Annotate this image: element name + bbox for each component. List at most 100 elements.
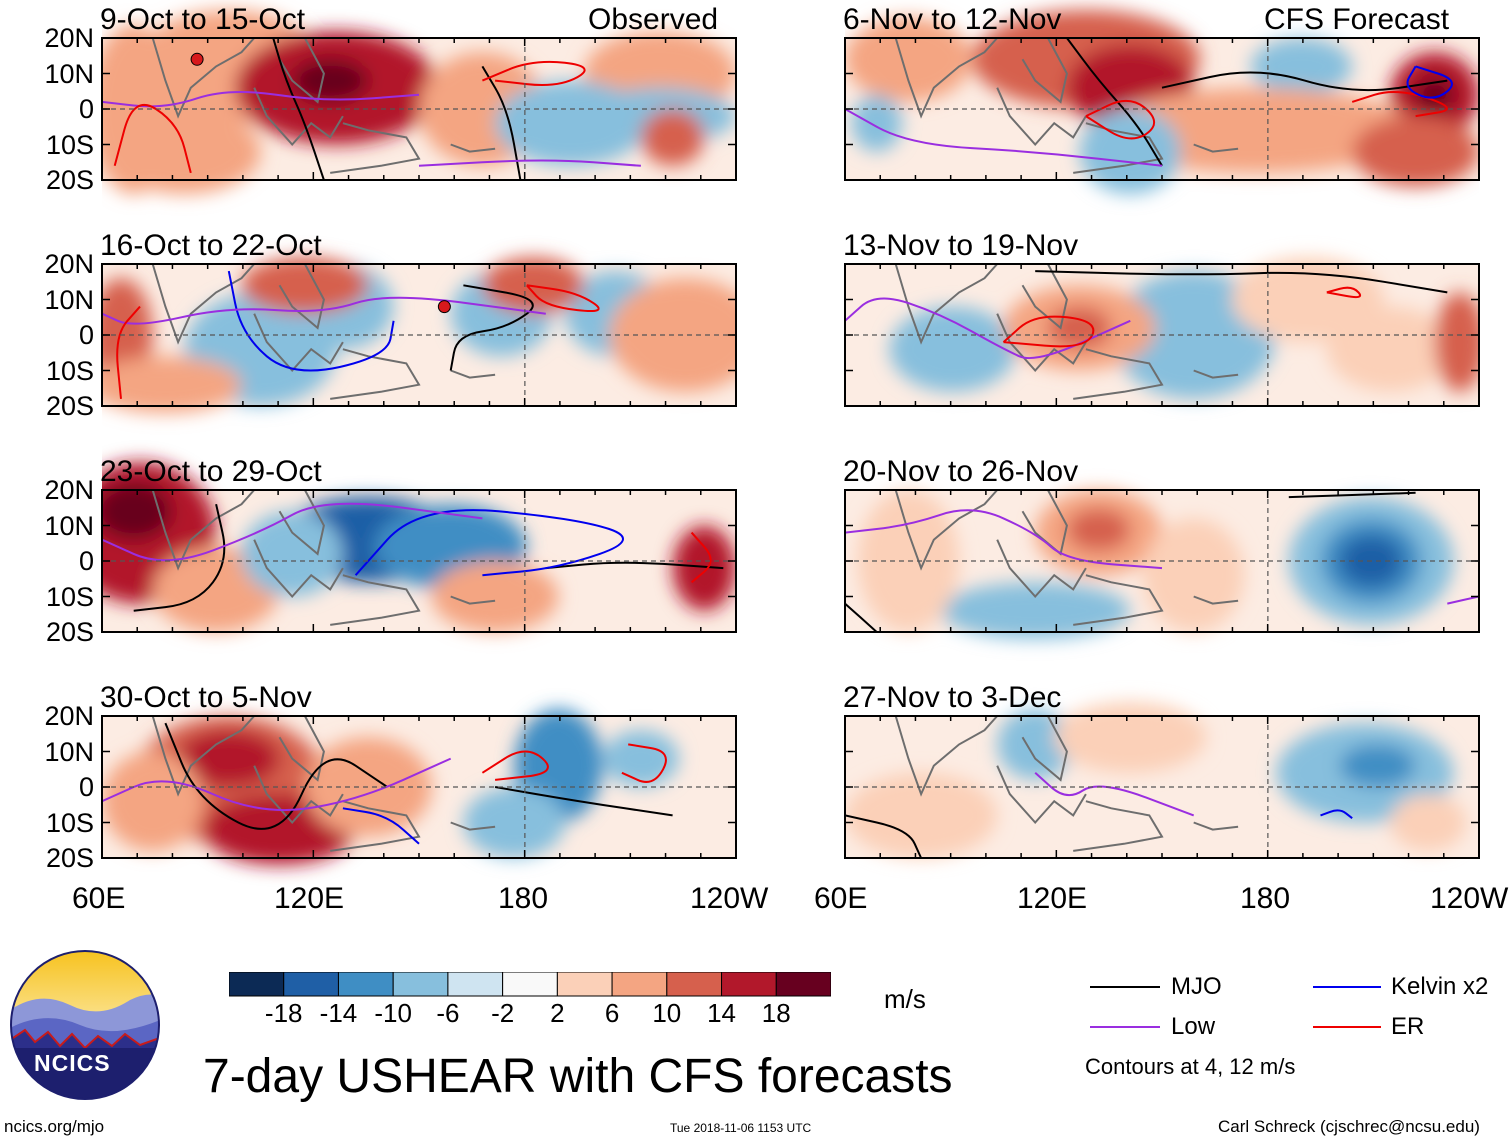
kel-contour	[342, 807, 420, 845]
lon-label-120e-left: 120E	[274, 882, 345, 915]
colorbar-units: m/s	[884, 984, 926, 1014]
kel-contour	[354, 509, 624, 577]
coastline	[996, 539, 1087, 599]
colorbar-tick-label: 2	[550, 998, 565, 1028]
coastline	[278, 489, 325, 556]
mjo-contour	[1035, 270, 1448, 294]
coastline	[1073, 348, 1164, 400]
shear-anomaly-region	[292, 59, 369, 102]
figure-title: 7-day USHEAR with CFS forecasts	[203, 1050, 953, 1103]
mjo-contour	[1288, 491, 1416, 499]
coastline	[330, 800, 421, 852]
coastline	[1021, 715, 1068, 782]
shear-anomaly-region	[851, 94, 903, 152]
er-contour	[1351, 90, 1448, 118]
lat-label: 20S	[45, 391, 94, 421]
shear-anomaly-region	[1352, 116, 1479, 188]
coastline	[996, 87, 1087, 147]
coastline	[450, 369, 496, 379]
shear-anomaly-region	[1434, 292, 1479, 392]
mjo-contour	[845, 814, 923, 859]
colorbar-tick-label: 6	[604, 998, 620, 1028]
mjo-contour	[164, 722, 388, 830]
colorbar-tick-label: 18	[761, 998, 791, 1028]
shear-anomaly-region	[640, 108, 705, 166]
colorbar-tick-label: -10	[374, 998, 412, 1028]
colorbar-swatch	[392, 971, 449, 997]
shear-anomaly-region	[102, 356, 242, 414]
coastline	[151, 715, 255, 797]
lat-label: 10N	[44, 736, 94, 767]
lat-label: 10S	[45, 129, 94, 160]
low-contour	[418, 159, 641, 167]
lat-label: 20N	[44, 249, 94, 279]
low-contour	[102, 296, 546, 325]
coastline	[278, 37, 325, 104]
shear-anomaly-region	[609, 278, 736, 392]
kel-contour	[1320, 809, 1353, 819]
coastline	[253, 87, 344, 147]
colorbar-swatch	[721, 971, 777, 997]
colorbar-swatch	[447, 971, 504, 997]
lat-label: 20N	[44, 23, 94, 53]
shear-anomaly-region	[463, 787, 565, 858]
coastline	[1193, 821, 1239, 831]
colorbar-swatch	[775, 971, 832, 997]
mjo-contour	[449, 284, 534, 371]
legend-kelvin-label: Kelvin x2	[1391, 973, 1489, 1000]
coastline	[1021, 37, 1068, 104]
panel-date-range: 30-Oct to 5-Nov	[100, 681, 312, 714]
shear-anomaly-region	[672, 525, 736, 611]
coastline	[1193, 369, 1239, 379]
shear-anomaly-region	[102, 482, 172, 540]
coastline	[894, 37, 998, 119]
tropical-cyclone-icon	[190, 52, 204, 66]
low-contour	[1034, 772, 1195, 817]
coastline	[151, 489, 255, 571]
logo-text: NCICS	[34, 1050, 111, 1076]
coastline	[894, 715, 998, 797]
mjo-contour	[481, 65, 522, 181]
lat-label: 0	[78, 320, 94, 350]
coastline	[996, 765, 1087, 825]
lat-label: 10S	[45, 807, 94, 838]
low-contour	[845, 509, 1163, 570]
low-contour	[1447, 595, 1479, 605]
shear-anomaly-region	[845, 772, 998, 859]
coastline	[894, 489, 998, 571]
footer-timestamp: Tue 2018-11-06 1153 UTC	[670, 1121, 812, 1135]
coastline	[330, 348, 421, 400]
low-contour	[845, 108, 1163, 167]
er-contour	[482, 60, 586, 87]
coastline	[151, 37, 255, 119]
lon-label-180-left: 180	[498, 882, 549, 915]
coastline	[253, 765, 344, 825]
panel-date-range: 20-Nov to 26-Nov	[843, 455, 1079, 488]
map-panel	[102, 256, 736, 414]
coastline	[278, 715, 325, 782]
shear-anomaly-region	[889, 306, 1017, 392]
footer-author: Carl Schreck (cjschrec@ncsu.edu)	[1218, 1117, 1480, 1136]
colorbar-tick-label: -6	[436, 998, 460, 1028]
coastline	[151, 263, 255, 345]
coastline	[278, 263, 325, 330]
coastline	[253, 539, 344, 599]
lat-label: 0	[78, 94, 94, 124]
map-panel	[845, 256, 1479, 406]
tropical-cyclone-icon	[437, 300, 451, 314]
coastline	[450, 595, 496, 605]
legend-lines	[1090, 986, 1381, 1028]
footer-url[interactable]: ncics.org/mjo	[4, 1117, 105, 1136]
low-contour	[845, 297, 1131, 360]
lat-label: 20S	[45, 617, 94, 647]
lat-label: 20N	[44, 701, 94, 731]
colorbar-tick-label: 10	[652, 998, 682, 1028]
low-contour	[102, 90, 420, 108]
er-contour	[526, 284, 600, 313]
coastline	[1193, 595, 1239, 605]
colorbar-swatch	[502, 971, 558, 997]
observed-label: Observed	[588, 3, 719, 36]
mjo-contour	[272, 37, 325, 181]
coastline	[1021, 263, 1068, 330]
lat-label: 0	[78, 546, 94, 576]
